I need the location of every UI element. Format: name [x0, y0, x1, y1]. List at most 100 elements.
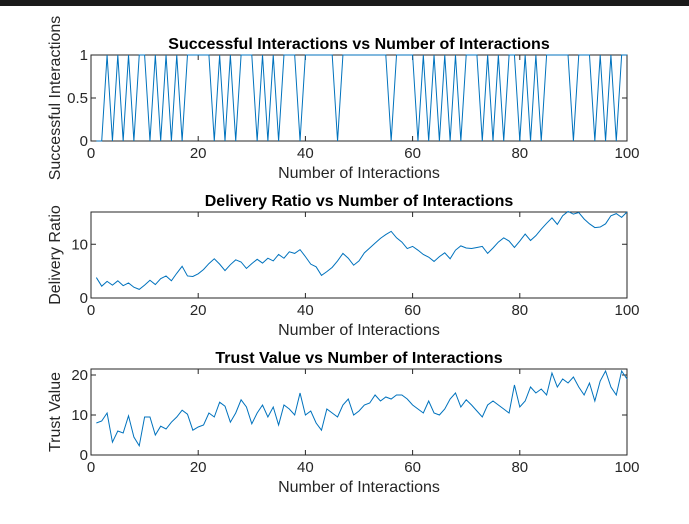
data-point	[417, 408, 418, 409]
data-point	[117, 430, 118, 431]
data-point	[149, 140, 150, 141]
data-point	[106, 281, 107, 282]
data-point	[96, 277, 97, 278]
data-point	[316, 422, 317, 423]
data-point	[176, 416, 177, 417]
data-point	[208, 54, 209, 55]
data-point	[353, 265, 354, 266]
data-series-line	[96, 369, 628, 448]
data-point	[240, 399, 241, 400]
data-point	[503, 237, 504, 238]
data-point	[203, 269, 204, 270]
data-point	[594, 400, 595, 401]
data-point	[391, 231, 392, 232]
data-point	[117, 54, 118, 55]
data-point	[203, 54, 204, 55]
data-point	[508, 412, 509, 413]
data-point	[198, 54, 199, 55]
top-bar	[0, 0, 689, 6]
data-point	[273, 54, 274, 55]
data-point	[407, 398, 408, 399]
x-tick-label: 80	[511, 302, 528, 319]
data-point	[626, 211, 627, 212]
data-point	[519, 240, 520, 241]
data-point	[401, 54, 402, 55]
data-point	[187, 54, 188, 55]
data-point	[476, 247, 477, 248]
data-point	[433, 54, 434, 55]
data-point	[96, 422, 97, 423]
data-point	[503, 140, 504, 141]
data-point	[589, 382, 590, 383]
data-point	[471, 248, 472, 249]
data-point	[525, 400, 526, 401]
x-tick-label: 100	[614, 302, 639, 319]
plot-area	[90, 211, 628, 299]
data-point	[165, 428, 166, 429]
data-point	[123, 432, 124, 433]
data-point	[444, 54, 445, 55]
data-point	[621, 370, 622, 371]
x-tick-label: 40	[297, 459, 314, 476]
data-point	[514, 247, 515, 248]
data-point	[519, 140, 520, 141]
data-point	[557, 224, 558, 225]
chart-title: Trust Value vs Number of Interactions	[215, 350, 502, 367]
data-point	[214, 258, 215, 259]
data-point	[616, 140, 617, 141]
data-point	[407, 248, 408, 249]
data-point	[433, 412, 434, 413]
data-point	[525, 54, 526, 55]
data-point	[428, 400, 429, 401]
data-point	[348, 258, 349, 259]
data-point	[610, 54, 611, 55]
data-point	[187, 414, 188, 415]
data-point	[369, 247, 370, 248]
data-point	[337, 416, 338, 417]
data-point	[444, 252, 445, 253]
data-point	[455, 54, 456, 55]
data-point	[310, 264, 311, 265]
data-point	[567, 211, 568, 212]
data-point	[133, 287, 134, 288]
data-point	[578, 212, 579, 213]
data-point	[407, 54, 408, 55]
data-point	[353, 414, 354, 415]
y-tick-label: 0	[80, 133, 88, 150]
data-point	[321, 275, 322, 276]
data-point	[374, 394, 375, 395]
x-axis-label: Number of Interactions	[278, 165, 440, 182]
data-point	[305, 54, 306, 55]
data-point	[198, 426, 199, 427]
data-point	[246, 406, 247, 407]
data-point	[487, 404, 488, 405]
data-point	[455, 392, 456, 393]
data-point	[428, 257, 429, 258]
data-point	[460, 140, 461, 141]
data-point	[294, 54, 295, 55]
data-point	[289, 54, 290, 55]
data-point	[605, 140, 606, 141]
data-point	[224, 270, 225, 271]
data-point	[589, 54, 590, 55]
data-point	[112, 442, 113, 443]
data-point	[439, 414, 440, 415]
data-point	[348, 54, 349, 55]
data-point	[374, 243, 375, 244]
data-point	[460, 245, 461, 246]
data-point	[396, 237, 397, 238]
data-point	[326, 54, 327, 55]
data-point	[482, 246, 483, 247]
data-point	[240, 261, 241, 262]
data-point	[487, 54, 488, 55]
data-point	[562, 215, 563, 216]
data-point	[369, 402, 370, 403]
data-point	[101, 140, 102, 141]
data-point	[112, 140, 113, 141]
data-point	[546, 54, 547, 55]
data-point	[551, 217, 552, 218]
data-point	[348, 398, 349, 399]
data-point	[278, 254, 279, 255]
data-point	[305, 414, 306, 415]
